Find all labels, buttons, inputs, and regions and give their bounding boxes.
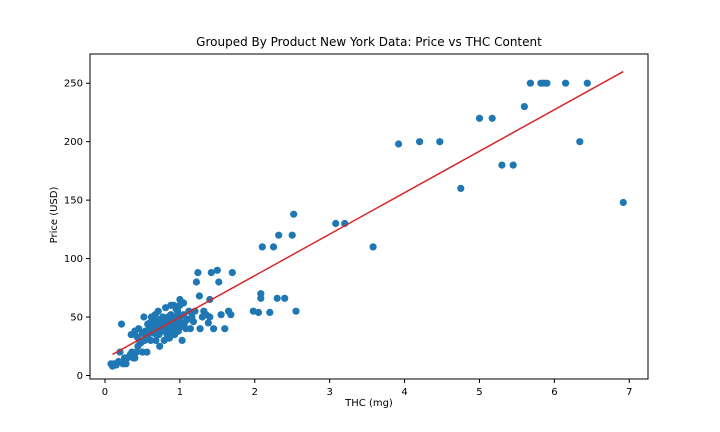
- data-point: [131, 354, 139, 362]
- x-axis-label: THC (mg): [344, 398, 393, 409]
- x-tick-label: 6: [551, 387, 557, 398]
- data-point: [509, 161, 517, 169]
- data-point: [281, 294, 289, 302]
- data-point: [213, 266, 221, 274]
- data-point: [257, 294, 265, 302]
- trend-line: [112, 70, 624, 356]
- data-point: [583, 79, 591, 87]
- data-point: [619, 198, 627, 207]
- plot-frame: [89, 53, 649, 380]
- data-point: [457, 184, 465, 192]
- data-point: [562, 79, 570, 87]
- data-point: [273, 294, 281, 302]
- data-point: [332, 219, 340, 228]
- data-point: [147, 336, 155, 344]
- data-point: [395, 140, 403, 148]
- data-point: [140, 313, 148, 321]
- data-point: [288, 231, 296, 239]
- data-point: [167, 301, 175, 309]
- data-point: [292, 307, 300, 315]
- data-point: [116, 348, 124, 356]
- x-tick-label: 5: [476, 387, 482, 398]
- y-axis-label: Price (USD): [49, 187, 60, 244]
- data-point: [180, 299, 188, 307]
- data-point: [436, 138, 444, 146]
- y-tick-label: 0: [77, 371, 83, 382]
- data-point: [165, 334, 173, 342]
- points-layer: [107, 79, 627, 370]
- data-point: [117, 320, 126, 328]
- x-tick-label: 0: [102, 387, 108, 398]
- data-point: [195, 292, 203, 300]
- data-point: [194, 269, 202, 277]
- data-point: [576, 138, 584, 146]
- data-point: [227, 311, 235, 319]
- data-point: [189, 318, 197, 326]
- y-tick-label: 200: [64, 137, 83, 148]
- data-point: [254, 308, 263, 316]
- data-point: [204, 319, 212, 327]
- data-point: [206, 313, 214, 321]
- data-point: [207, 269, 215, 277]
- y-tick-label: 100: [64, 254, 83, 265]
- y-tick-label: 150: [64, 196, 83, 207]
- data-point: [154, 307, 162, 315]
- y-axis-ticks: 0 50 100 150 200 250: [64, 79, 90, 382]
- data-point: [275, 231, 283, 239]
- x-tick-label: 2: [252, 387, 258, 398]
- data-point: [172, 305, 180, 313]
- data-point: [498, 161, 506, 169]
- data-point: [186, 325, 194, 333]
- data-point: [416, 138, 424, 146]
- x-axis-ticks: 0 1 2 3 4 5 6 7: [102, 379, 632, 398]
- data-point: [520, 103, 529, 111]
- x-tick-label: 1: [177, 387, 183, 398]
- data-point: [143, 348, 151, 356]
- data-point: [258, 243, 266, 251]
- y-tick-label: 50: [70, 313, 83, 324]
- data-point: [369, 243, 377, 251]
- data-point: [122, 360, 130, 368]
- chart-title: Grouped By Product New York Data: Price …: [196, 35, 542, 49]
- data-point: [192, 278, 200, 286]
- y-tick-label: 250: [64, 79, 83, 90]
- data-point: [156, 342, 164, 350]
- data-point: [475, 114, 484, 122]
- plot-area: [89, 53, 649, 380]
- data-point: [269, 243, 278, 251]
- data-point: [266, 308, 274, 316]
- data-point: [210, 325, 218, 333]
- data-point: [221, 325, 229, 333]
- data-point: [228, 269, 236, 277]
- data-point: [543, 79, 551, 87]
- x-tick-label: 3: [326, 387, 332, 398]
- data-point: [290, 210, 298, 218]
- data-point: [488, 114, 496, 122]
- data-point: [215, 278, 223, 286]
- data-point: [196, 325, 204, 333]
- data-point: [178, 336, 186, 344]
- x-tick-label: 7: [626, 387, 632, 398]
- data-point: [132, 348, 140, 356]
- data-point: [526, 79, 535, 87]
- data-point: [152, 336, 160, 344]
- x-tick-label: 4: [401, 387, 407, 398]
- data-point: [217, 311, 225, 319]
